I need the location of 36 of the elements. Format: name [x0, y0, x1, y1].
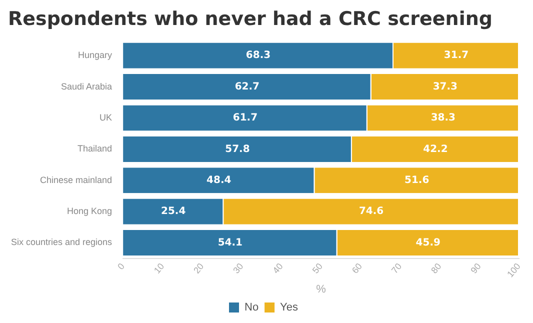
y-tick-label: Six countries and regions: [10, 237, 113, 248]
data-label: 48.4: [206, 174, 232, 186]
x-tick-label: 50: [310, 261, 324, 276]
data-label: 37.3: [432, 81, 458, 92]
data-label: 74.6: [358, 206, 384, 218]
data-label: 31.7: [444, 50, 469, 62]
x-tick-label: 40: [270, 261, 285, 276]
data-label: 54.1: [218, 237, 243, 248]
data-label: 68.3: [246, 50, 271, 62]
y-tick-label: Thailand: [78, 144, 112, 154]
legend-label: Yes: [280, 302, 299, 314]
data-label: 25.4: [161, 206, 186, 218]
data-label: 42.2: [423, 144, 448, 155]
y-tick-label: Chinese mainland: [40, 174, 112, 185]
chart-title: Respondents who never had a CRC screening: [8, 8, 494, 30]
y-tick-label: UK: [100, 112, 112, 122]
y-tick-label: Saudi Arabia: [61, 81, 112, 92]
x-tick-label: 80: [429, 261, 444, 276]
data-label: 51.6: [404, 174, 430, 186]
x-tick-label: 60: [350, 261, 364, 276]
y-tick-label: Hungary: [78, 50, 113, 60]
x-tick-label: 70: [390, 261, 404, 276]
x-tick-label: 90: [468, 261, 483, 276]
x-tick-label: 100: [505, 261, 522, 280]
legend-label: No: [244, 302, 259, 314]
data-label: 45.9: [416, 237, 440, 248]
data-label: 62.7: [234, 81, 260, 92]
x-axis-title: %: [316, 283, 326, 296]
x-tick-label: 10: [152, 261, 166, 276]
x-tick-label: 30: [231, 261, 246, 276]
data-label: 57.8: [225, 144, 250, 155]
x-tick-label: 20: [192, 261, 206, 276]
data-label: 38.3: [430, 112, 456, 124]
x-tick-label: 0: [116, 261, 126, 272]
y-tick-label: Hong Kong: [67, 206, 112, 216]
data-label: 61.7: [232, 112, 258, 124]
